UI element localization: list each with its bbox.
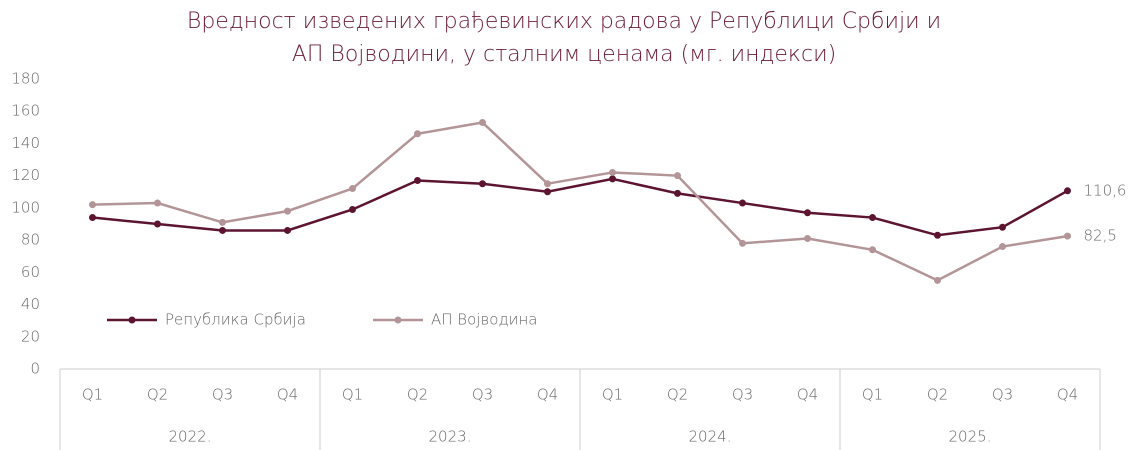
point [739, 199, 746, 207]
x-tick-label: Q2 [147, 386, 168, 404]
y-tick-label: 180 [11, 70, 40, 88]
point [674, 172, 681, 180]
chart-title: АП Војводини, у сталним ценама (мг. инде… [292, 42, 836, 67]
x-tick-label: Q4 [1057, 386, 1078, 404]
series-line [92, 177, 1069, 237]
point [934, 276, 941, 284]
x-tick-label: Q2 [407, 386, 428, 404]
point [804, 209, 811, 217]
value-label: 110,6 [1084, 181, 1127, 199]
x-tick-label: Q4 [277, 386, 298, 404]
point [544, 180, 551, 188]
y-tick-label: 80 [21, 231, 40, 249]
chart-title: Вредност изведених грађевинских радова у… [187, 9, 941, 34]
series-line [92, 121, 1068, 282]
value-label: 82,5 [1084, 227, 1117, 245]
x-tick-label: Q3 [212, 386, 233, 404]
point [999, 243, 1006, 251]
point [674, 189, 681, 197]
y-tick-label: 140 [11, 134, 40, 152]
point [479, 180, 486, 188]
x-tick-label: Q4 [537, 386, 558, 404]
legend-marker [394, 316, 402, 324]
point [349, 206, 356, 213]
point [739, 239, 746, 247]
point [284, 207, 291, 215]
point [609, 168, 616, 176]
point [934, 231, 941, 239]
y-tick-label: 120 [11, 166, 40, 184]
y-tick-label: 60 [21, 263, 40, 281]
x-tick-label: Q3 [992, 386, 1013, 404]
point [869, 246, 876, 254]
point [154, 199, 161, 207]
point [869, 214, 876, 222]
point [89, 214, 96, 222]
x-tick-label: Q3 [472, 386, 493, 404]
point [544, 188, 551, 196]
x-tick-label: Q1 [82, 386, 103, 404]
point [414, 177, 421, 184]
y-tick-label: 0 [30, 360, 40, 378]
point [219, 218, 226, 226]
x-tick-label: Q1 [342, 386, 363, 404]
point [154, 220, 161, 228]
point [414, 130, 421, 138]
x-tick-label: Q1 [602, 386, 623, 404]
y-tick-label: 40 [21, 295, 40, 313]
legend-marker [128, 316, 136, 324]
point [1064, 187, 1071, 195]
legend-label: Република Србија [165, 311, 306, 329]
x-tick-label: Q4 [797, 386, 818, 404]
x-tick-label: Q3 [732, 386, 753, 404]
x-tick-label: Q1 [862, 386, 883, 404]
x-group-label: 2024. [689, 428, 732, 446]
x-group-label: 2025. [949, 428, 992, 446]
point [349, 185, 356, 193]
point [804, 235, 811, 242]
x-group-label: 2023. [429, 428, 472, 446]
point [479, 119, 486, 126]
point [284, 226, 291, 234]
x-tick-label: Q2 [927, 386, 948, 404]
x-group-label: 2022. [169, 428, 212, 446]
y-tick-label: 160 [11, 102, 40, 120]
legend-label: АП Војводина [431, 311, 537, 329]
point [999, 223, 1006, 231]
point [89, 201, 96, 209]
point [1064, 232, 1071, 240]
y-tick-label: 20 [21, 327, 40, 345]
point [219, 226, 226, 234]
y-tick-label: 100 [11, 198, 40, 216]
x-tick-label: Q2 [667, 386, 688, 404]
point [609, 175, 616, 183]
